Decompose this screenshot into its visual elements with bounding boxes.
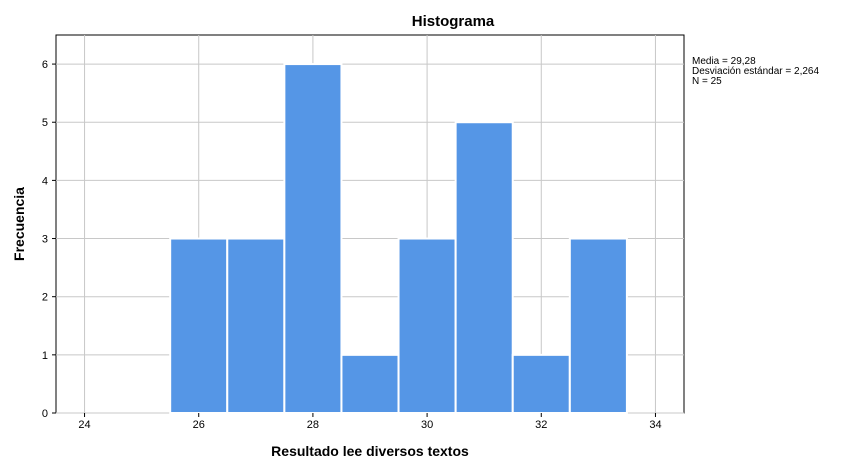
histogram-bar (340, 353, 400, 415)
stats-mean: Media = 29,28 (692, 56, 756, 67)
y-tick-label: 6 (42, 59, 48, 71)
histogram-bars (169, 63, 628, 415)
histogram-bar (511, 353, 571, 415)
x-tick-label: 30 (421, 419, 433, 431)
histogram-bar (397, 237, 457, 414)
y-axis-label: Frecuencia (11, 187, 27, 261)
y-tick-label: 1 (42, 350, 48, 362)
histogram-bar (169, 237, 229, 414)
histogram-bar (568, 237, 628, 414)
x-tick-label: 28 (307, 419, 319, 431)
y-tick-label: 2 (42, 292, 48, 304)
histogram-bar (454, 121, 514, 414)
y-tick-label: 4 (42, 175, 48, 187)
x-tick-label: 26 (193, 419, 205, 431)
stats-n: N = 25 (692, 76, 722, 87)
chart-title: Histograma (412, 13, 495, 30)
y-tick-label: 0 (42, 408, 48, 420)
histogram-bar (283, 63, 343, 414)
statistics-legend: Media = 29,28 Desviación estándar = 2,26… (692, 56, 819, 87)
x-tick-label: 24 (78, 419, 90, 431)
stats-std-dev: Desviación estándar = 2,264 (692, 66, 819, 77)
x-axis-label: Resultado lee diversos textos (271, 443, 469, 457)
x-tick-label: 34 (649, 419, 661, 431)
y-axis-ticks: 0 1 2 3 4 5 6 (42, 59, 56, 420)
histogram-bar (226, 237, 286, 414)
y-tick-label: 3 (42, 234, 48, 246)
x-axis-ticks: 24 26 28 30 32 34 (78, 413, 662, 431)
x-tick-label: 32 (535, 419, 547, 431)
y-tick-label: 5 (42, 117, 48, 129)
